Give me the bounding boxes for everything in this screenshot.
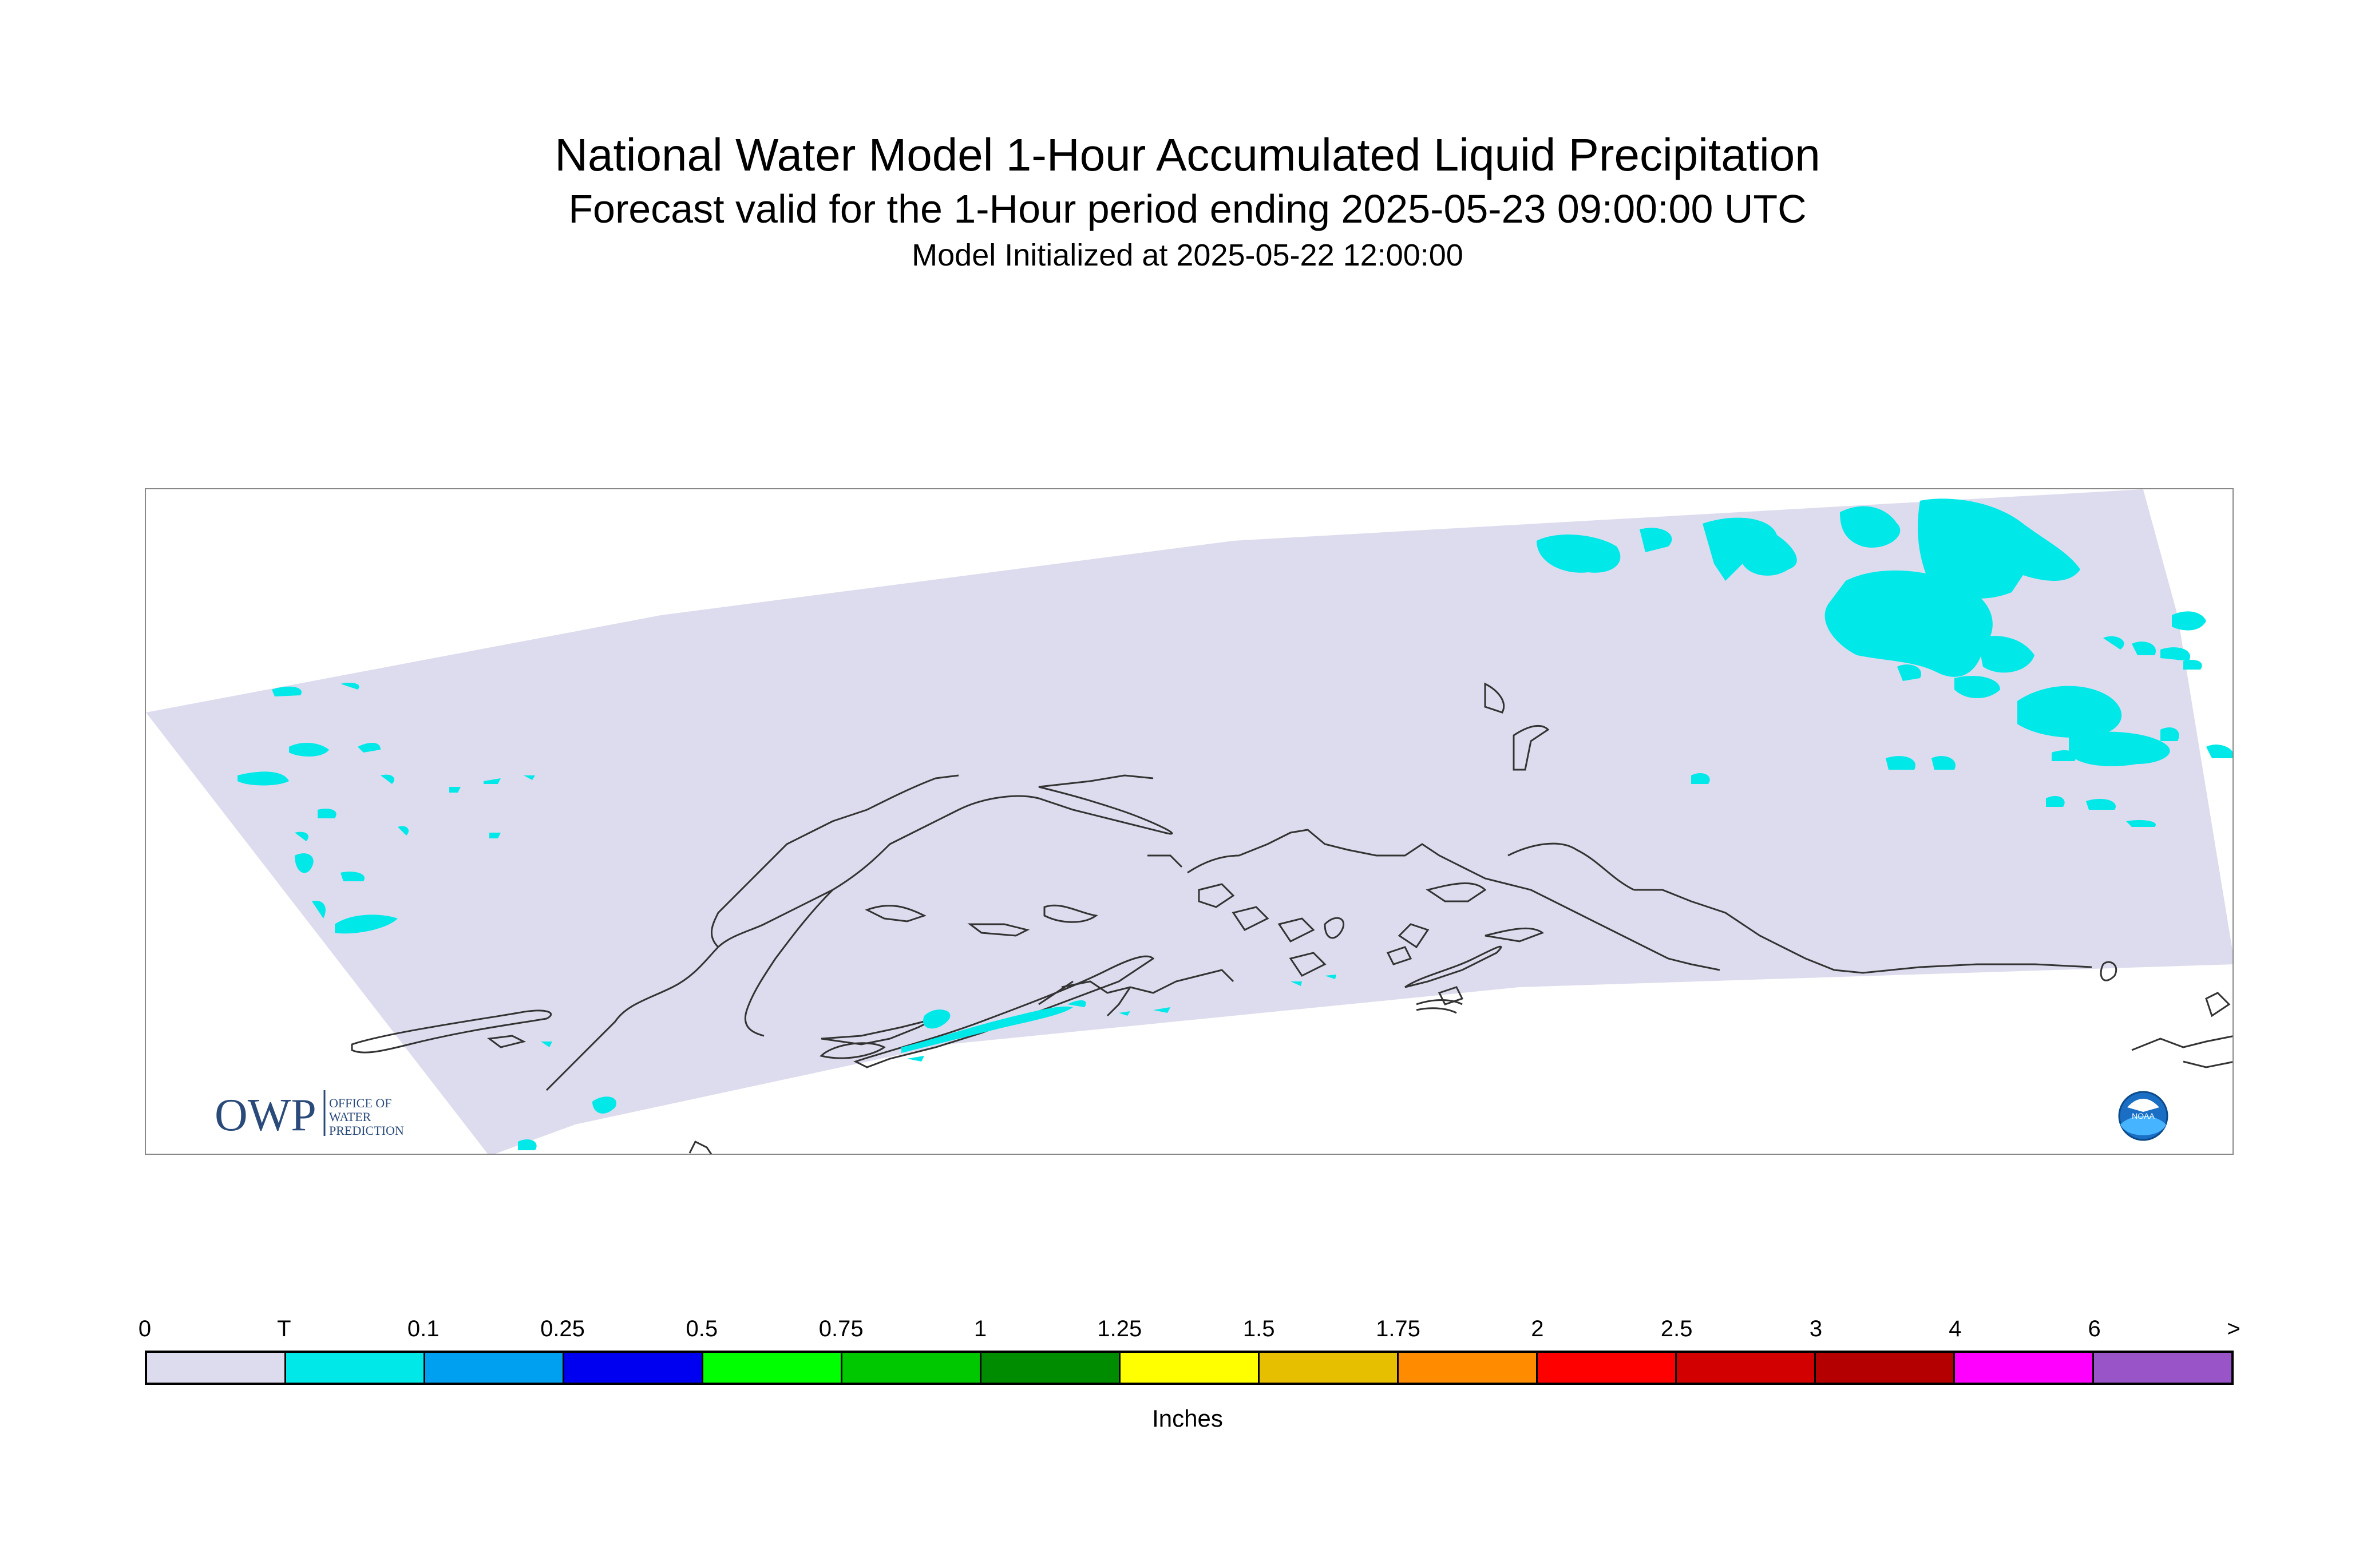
legend-swatch bbox=[1121, 1353, 1260, 1383]
owp-logo-line2: WATER bbox=[329, 1110, 371, 1124]
noaa-logo: NOAA bbox=[2118, 1091, 2168, 1141]
legend-tick-label: > bbox=[2227, 1316, 2241, 1341]
precipitation-map: OWP OFFICE OF WATER PREDICTION NOAA bbox=[145, 488, 2234, 1155]
legend-swatch bbox=[1816, 1353, 1955, 1383]
owp-logo-line1: OFFICE OF bbox=[329, 1096, 391, 1110]
legend-swatch bbox=[1677, 1353, 1816, 1383]
map-canvas: OWP OFFICE OF WATER PREDICTION NOAA bbox=[146, 489, 2232, 1154]
owp-logo: OWP OFFICE OF WATER PREDICTION bbox=[215, 1090, 404, 1141]
legend-units: Inches bbox=[1152, 1405, 1223, 1432]
legend-swatch bbox=[2094, 1353, 2231, 1383]
legend-tick-label: 1.25 bbox=[1097, 1316, 1142, 1341]
legend-swatch bbox=[981, 1353, 1121, 1383]
legend-swatch bbox=[1955, 1353, 2094, 1383]
legend-tick-label: 1 bbox=[973, 1316, 987, 1341]
legend-swatch bbox=[1399, 1353, 1538, 1383]
legend-swatch bbox=[564, 1353, 703, 1383]
legend-tick-label: 1.5 bbox=[1242, 1316, 1275, 1341]
legend-tick-label: 6 bbox=[2088, 1316, 2101, 1341]
map-title: National Water Model 1-Hour Accumulated … bbox=[555, 129, 1820, 180]
legend-swatch bbox=[286, 1353, 425, 1383]
legend-tick-label: 3 bbox=[1809, 1316, 1823, 1341]
legend-swatch bbox=[1538, 1353, 1677, 1383]
model-init-line: Model Initialized at 2025-05-22 12:00:00 bbox=[912, 238, 1463, 272]
legend-tick-label: T bbox=[277, 1316, 291, 1341]
legend-tick-label: 0.1 bbox=[407, 1316, 440, 1341]
owp-logo-line3: PREDICTION bbox=[329, 1123, 404, 1138]
legend-tick-label: 4 bbox=[1949, 1316, 1962, 1341]
legend-tick-label: 2.5 bbox=[1660, 1316, 1693, 1341]
legend-tick-label: 1.75 bbox=[1376, 1316, 1420, 1341]
legend-tick-label: 0 bbox=[138, 1316, 152, 1341]
legend-swatch bbox=[1260, 1353, 1399, 1383]
model-domain bbox=[146, 489, 2232, 1154]
trace-precip-areas bbox=[238, 498, 2232, 1150]
owp-logo-letters: OWP bbox=[215, 1090, 316, 1141]
legend-tick-label: 0.75 bbox=[818, 1316, 864, 1341]
map-subtitle: Forecast valid for the 1-Hour period end… bbox=[568, 187, 1807, 231]
legend-colorbar bbox=[145, 1351, 2234, 1385]
legend-tick-label: 0.25 bbox=[540, 1316, 585, 1341]
legend-tick-label: 0.5 bbox=[686, 1316, 718, 1341]
legend-swatch bbox=[147, 1353, 286, 1383]
legend-swatch bbox=[703, 1353, 842, 1383]
legend-tick-label: 2 bbox=[1531, 1316, 1544, 1341]
noaa-logo-label: NOAA bbox=[2132, 1111, 2155, 1120]
legend-swatch bbox=[425, 1353, 564, 1383]
legend-swatch bbox=[842, 1353, 981, 1383]
